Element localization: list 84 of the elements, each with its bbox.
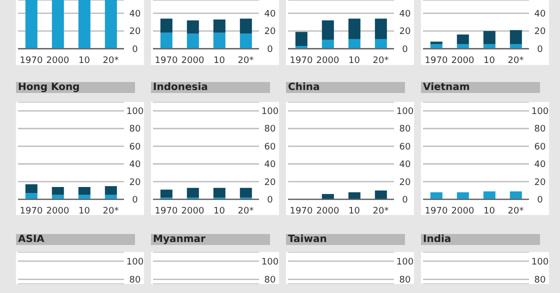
chart-title: Vietnam bbox=[421, 82, 540, 93]
x-tick-label: 1970 bbox=[154, 56, 178, 66]
y-tick-label: 60 bbox=[264, 142, 276, 152]
chart-title: India bbox=[421, 234, 540, 245]
y-tick-label: 100 bbox=[261, 107, 279, 118]
y-tick-label: 100 bbox=[396, 257, 414, 268]
y-tick-label: 80 bbox=[399, 276, 411, 286]
x-tick-label: 10 bbox=[78, 206, 90, 217]
y-tick-label: 20 bbox=[399, 27, 411, 38]
y-tick-label: 0 bbox=[132, 196, 138, 206]
x-tick-label: 2000 bbox=[46, 206, 70, 217]
y-tick-label: 0 bbox=[537, 44, 544, 55]
x-tick-label: 20* bbox=[102, 56, 120, 66]
x-tick-label: 1970 bbox=[154, 206, 178, 217]
y-tick-label: 60 bbox=[399, 142, 411, 152]
x-tick-label: 20* bbox=[238, 56, 254, 66]
x-tick-label: 10 bbox=[484, 56, 496, 66]
x-tick-label: 20* bbox=[238, 206, 254, 217]
y-tick-label: 100 bbox=[261, 257, 279, 268]
y-tick-label: 100 bbox=[126, 107, 144, 118]
y-tick-label: 100 bbox=[531, 257, 549, 268]
y-tick-label: 80 bbox=[534, 276, 546, 286]
x-tick-label: 2000 bbox=[451, 206, 474, 217]
x-tick-label: 20* bbox=[102, 206, 120, 217]
y-tick-label: 40 bbox=[534, 160, 546, 170]
y-tick-label: 40 bbox=[264, 160, 276, 170]
chart-title: ASIA bbox=[16, 234, 135, 245]
x-tick-label: 10 bbox=[348, 56, 360, 66]
y-tick-label: 20 bbox=[399, 178, 411, 188]
y-tick-label: 100 bbox=[531, 107, 549, 118]
y-tick-label: 0 bbox=[402, 196, 408, 206]
y-tick-label: 0 bbox=[402, 44, 408, 55]
x-tick-label: 1970 bbox=[290, 56, 313, 66]
y-tick-label: 80 bbox=[399, 124, 411, 135]
x-tick-label: 2000 bbox=[181, 56, 204, 66]
x-tick-label: 1970 bbox=[20, 56, 43, 66]
chart-title: Hong Kong bbox=[16, 82, 135, 93]
y-tick-label: 0 bbox=[267, 196, 274, 206]
x-tick-label: 10 bbox=[348, 206, 360, 217]
y-tick-label: 40 bbox=[399, 160, 411, 170]
y-tick-label: 80 bbox=[264, 276, 276, 286]
chart-title: Indonesia bbox=[151, 82, 270, 93]
x-tick-label: 2000 bbox=[316, 56, 340, 66]
x-tick-label: 1970 bbox=[424, 56, 448, 66]
x-tick-label: 10 bbox=[214, 56, 226, 66]
y-tick-label: 20 bbox=[534, 27, 546, 38]
chart-title: Myanmar bbox=[151, 234, 270, 245]
y-tick-label: 80 bbox=[264, 124, 276, 135]
x-tick-label: 10 bbox=[214, 206, 226, 217]
y-tick-label: 0 bbox=[132, 44, 138, 55]
x-tick-label: 2000 bbox=[181, 206, 204, 217]
y-tick-label: 0 bbox=[537, 196, 544, 206]
x-tick-label: 2000 bbox=[451, 56, 474, 66]
y-tick-label: 20 bbox=[129, 178, 141, 188]
chart-title: Taiwan bbox=[286, 234, 405, 245]
y-tick-label: 40 bbox=[129, 9, 141, 20]
x-tick-label: 1970 bbox=[20, 206, 43, 217]
x-tick-label: 20* bbox=[372, 206, 390, 217]
chart-title: China bbox=[286, 82, 405, 93]
x-tick-label: 20* bbox=[508, 206, 524, 217]
y-tick-label: 100 bbox=[126, 257, 144, 268]
x-tick-label: 10 bbox=[78, 56, 90, 66]
x-tick-label: 20* bbox=[508, 56, 524, 66]
x-tick-label: 20* bbox=[372, 56, 390, 66]
y-tick-label: 80 bbox=[129, 124, 141, 135]
y-tick-label: 100 bbox=[396, 107, 414, 118]
y-tick-label: 40 bbox=[399, 9, 411, 20]
y-tick-label: 20 bbox=[264, 178, 276, 188]
y-tick-label: 60 bbox=[129, 142, 141, 152]
y-tick-label: 60 bbox=[534, 142, 546, 152]
y-tick-label: 40 bbox=[129, 160, 141, 170]
y-tick-label: 0 bbox=[267, 44, 274, 55]
y-tick-label: 40 bbox=[534, 9, 546, 20]
y-tick-label: 80 bbox=[129, 276, 141, 286]
y-tick-label: 20 bbox=[264, 27, 276, 38]
x-tick-label: 1970 bbox=[290, 206, 313, 217]
y-tick-label: 80 bbox=[534, 124, 546, 135]
y-tick-label: 20 bbox=[534, 178, 546, 188]
x-tick-label: 10 bbox=[484, 206, 496, 217]
x-tick-label: 2000 bbox=[46, 56, 70, 66]
x-tick-label: 1970 bbox=[424, 206, 448, 217]
y-tick-label: 40 bbox=[264, 9, 276, 20]
y-tick-label: 20 bbox=[129, 27, 141, 38]
x-tick-label: 2000 bbox=[316, 206, 340, 217]
